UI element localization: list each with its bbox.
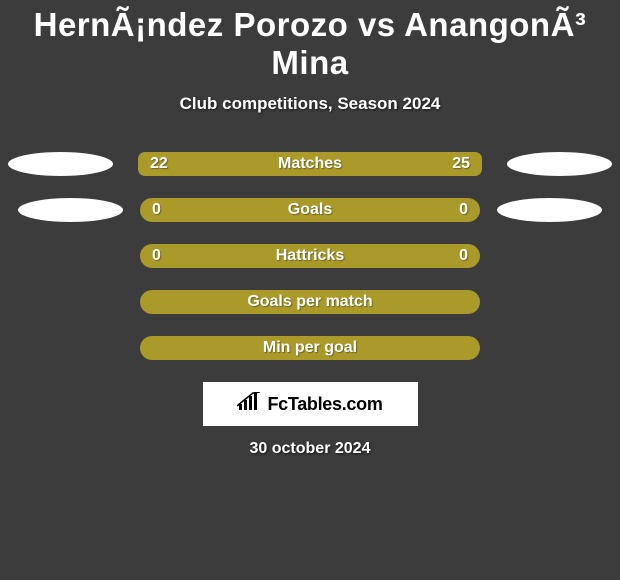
chart-icon <box>237 392 263 417</box>
stat-left-value: 0 <box>152 248 161 264</box>
stat-label: Goals <box>288 202 332 218</box>
logo-box: FcTables.com <box>203 382 418 426</box>
stat-left-value: 0 <box>152 202 161 218</box>
stat-left-value: 22 <box>150 156 168 172</box>
page-subtitle: Club competitions, Season 2024 <box>0 94 620 114</box>
stat-right-value: 0 <box>459 202 468 218</box>
page-title: HernÃ¡ndez Porozo vs AnangonÃ³ Mina <box>0 0 620 82</box>
stat-bar: Goals per match <box>140 290 480 314</box>
stat-row-matches: 22 Matches 25 <box>0 152 620 176</box>
stat-label: Goals per match <box>247 294 372 310</box>
logo-text: FcTables.com <box>267 394 382 415</box>
stat-rows: 22 Matches 25 0 Goals 0 0 Hattricks 0 <box>0 152 620 360</box>
stat-row-min-per-goal: Min per goal <box>0 336 620 360</box>
stat-row-goals-per-match: Goals per match <box>0 290 620 314</box>
stat-label: Min per goal <box>263 340 357 356</box>
stat-right-value: 0 <box>459 248 468 264</box>
date-text: 30 october 2024 <box>0 440 620 458</box>
stat-bar: 0 Goals 0 <box>140 198 480 222</box>
left-ellipse <box>18 198 123 222</box>
stat-row-goals: 0 Goals 0 <box>0 198 620 222</box>
stat-label: Hattricks <box>276 248 344 264</box>
comparison-infographic: HernÃ¡ndez Porozo vs AnangonÃ³ Mina Club… <box>0 0 620 580</box>
right-ellipse <box>497 198 602 222</box>
right-ellipse <box>507 152 612 176</box>
stat-bar: 22 Matches 25 <box>138 152 482 176</box>
stat-row-hattricks: 0 Hattricks 0 <box>0 244 620 268</box>
stat-bar: 0 Hattricks 0 <box>140 244 480 268</box>
left-ellipse <box>8 152 113 176</box>
stat-bar: Min per goal <box>140 336 480 360</box>
stat-right-value: 25 <box>452 156 470 172</box>
stat-label: Matches <box>278 156 342 172</box>
